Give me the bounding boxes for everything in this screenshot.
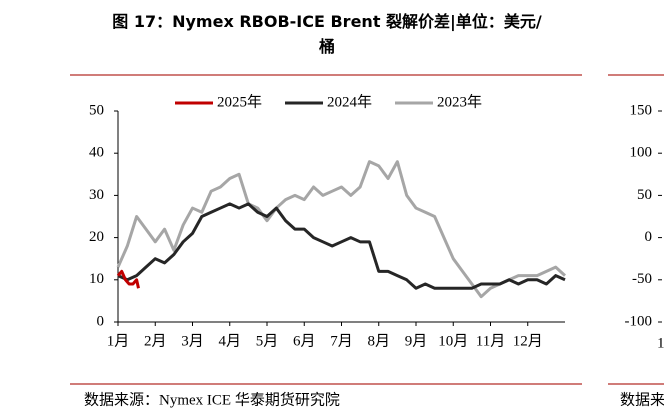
chart-title: 图 17：Nymex RBOB-ICE Brent 裂解价差|单位：美元/桶 [112,12,542,56]
y-tick-label: 30 [89,187,104,203]
y-tick-label: 20 [89,229,104,245]
legend-label: 2023年 [437,93,482,110]
x-tick-label: 5月 [256,333,279,349]
x-tick-label: 8月 [367,333,390,349]
legend-label: 2025年 [217,93,262,110]
x-tick-label: 10月 [438,333,468,349]
y-tick-label: 0 [645,229,653,245]
y-tick-label: 50 [637,187,652,203]
series-line [116,160,567,299]
x-tick-label: 1月 [107,333,130,349]
source: 数据来源：Nymex ICE 华泰期货研究院 [84,390,340,408]
x-tick-label: 1 [657,335,664,351]
y-tick-label: 100 [630,145,653,161]
y-tick-label: -50 [632,271,652,287]
series-line [116,269,140,289]
legend-label: 2024年 [327,93,372,110]
x-tick-label: 7月 [330,333,353,349]
y-tick-label: 10 [89,271,104,287]
source: 数据来 [620,391,664,408]
y-tick-label: 40 [89,145,104,161]
y-tick-label: -100 [625,313,653,329]
x-tick-label: 4月 [218,333,241,349]
y-tick-label: 150 [630,102,653,118]
x-tick-label: 12月 [513,333,543,349]
x-tick-label: 11月 [476,333,505,349]
x-tick-label: 2月 [144,333,167,349]
x-tick-label: 6月 [293,333,316,349]
y-tick-label: 50 [89,102,104,118]
x-tick-label: 3月 [181,333,204,349]
x-tick-label: 9月 [405,333,428,349]
series-line [117,202,566,290]
y-tick-label: 0 [97,313,105,329]
